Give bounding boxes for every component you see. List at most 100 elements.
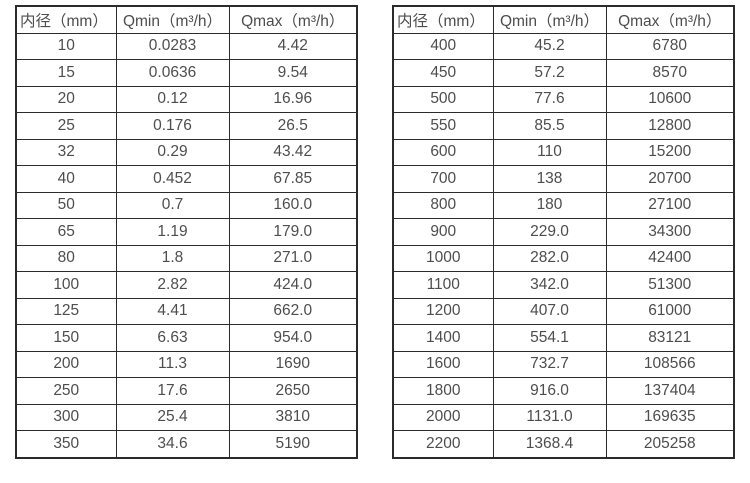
table-cell: 77.6 — [492, 85, 607, 113]
table-cell: 27100 — [605, 191, 735, 219]
table-cell: 350 — [15, 430, 117, 458]
table-cell: 916.0 — [492, 377, 607, 405]
table-cell: 25.4 — [115, 403, 230, 431]
table-cell: 554.1 — [492, 324, 607, 352]
table-cell: 9.54 — [228, 59, 358, 87]
table-cell: 8570 — [605, 59, 735, 87]
table-cell: 900 — [392, 218, 494, 246]
table-cell: 4.41 — [115, 297, 230, 325]
column-header: Qmax（m³/h） — [228, 5, 358, 34]
table-cell: 15200 — [605, 138, 735, 166]
table-row: 400 45.2 6780 — [392, 32, 735, 60]
spec-table-right: 内径（mm） Qmin（m³/h） Qmax（m³/h） 400 45.2 6780 450… — [392, 5, 735, 459]
table-cell: 282.0 — [492, 244, 607, 272]
table-cell: 169635 — [605, 403, 735, 431]
table-cell: 179.0 — [228, 218, 358, 246]
table-cell: 65 — [15, 218, 117, 246]
table-cell: 1368.4 — [492, 430, 607, 458]
column-header: Qmin（m³/h） — [492, 5, 607, 34]
table-cell: 1131.0 — [492, 403, 607, 431]
table-cell: 0.452 — [115, 165, 230, 193]
table-cell: 20700 — [605, 165, 735, 193]
table-row: 250 17.6 2650 — [15, 377, 358, 405]
table-row: 2200 1368.4 205258 — [392, 430, 735, 458]
table-cell: 80 — [15, 244, 117, 272]
table-cell: 108566 — [605, 350, 735, 378]
table-cell: 34300 — [605, 218, 735, 246]
table-cell: 2200 — [392, 430, 494, 458]
table-cell: 4.42 — [228, 32, 358, 60]
table-cell: 83121 — [605, 324, 735, 352]
table-cell: 500 — [392, 85, 494, 113]
table-cell: 40 — [15, 165, 117, 193]
table-row: 50 0.7 160.0 — [15, 191, 358, 219]
table-row: 500 77.6 10600 — [392, 85, 735, 113]
table-cell: 42400 — [605, 244, 735, 272]
table-cell: 250 — [15, 377, 117, 405]
table-cell: 271.0 — [228, 244, 358, 272]
column-header: 内径（mm） — [392, 5, 494, 34]
table-cell: 1200 — [392, 297, 494, 325]
table-cell: 25 — [15, 112, 117, 140]
table-row: 1800 916.0 137404 — [392, 377, 735, 405]
table-cell: 15 — [15, 59, 117, 87]
table-row: 800 180 27100 — [392, 191, 735, 219]
table-row: 100 2.82 424.0 — [15, 271, 358, 299]
table-row: 32 0.29 43.42 — [15, 138, 358, 166]
table-cell: 800 — [392, 191, 494, 219]
table-cell: 662.0 — [228, 297, 358, 325]
table-cell: 229.0 — [492, 218, 607, 246]
table-row: 200 11.3 1690 — [15, 350, 358, 378]
table-cell: 600 — [392, 138, 494, 166]
table-cell: 34.6 — [115, 430, 230, 458]
table-cell: 67.85 — [228, 165, 358, 193]
table-cell: 10 — [15, 32, 117, 60]
table-row: 20 0.12 16.96 — [15, 85, 358, 113]
table-cell: 0.176 — [115, 112, 230, 140]
table-cell: 57.2 — [492, 59, 607, 87]
table-row: 150 6.63 954.0 — [15, 324, 358, 352]
column-header: Qmax（m³/h） — [605, 5, 735, 34]
table-row: 65 1.19 179.0 — [15, 218, 358, 246]
table-cell: 20 — [15, 85, 117, 113]
table-cell: 424.0 — [228, 271, 358, 299]
table-cell: 26.5 — [228, 112, 358, 140]
table-cell: 85.5 — [492, 112, 607, 140]
table-cell: 2.82 — [115, 271, 230, 299]
table-cell: 150 — [15, 324, 117, 352]
table-row: 25 0.176 26.5 — [15, 112, 358, 140]
table-cell: 1000 — [392, 244, 494, 272]
table-cell: 160.0 — [228, 191, 358, 219]
table-cell: 0.0636 — [115, 59, 230, 87]
table-row: 40 0.452 67.85 — [15, 165, 358, 193]
table-row: 700 138 20700 — [392, 165, 735, 193]
table-row: 550 85.5 12800 — [392, 112, 735, 140]
table-cell: 0.0283 — [115, 32, 230, 60]
table-cell: 0.12 — [115, 85, 230, 113]
table-cell: 700 — [392, 165, 494, 193]
table-row: 1200 407.0 61000 — [392, 297, 735, 325]
column-header: 内径（mm） — [15, 5, 117, 34]
table-cell: 1.8 — [115, 244, 230, 272]
table-row: 1400 554.1 83121 — [392, 324, 735, 352]
table-row: 125 4.41 662.0 — [15, 297, 358, 325]
table-cell: 32 — [15, 138, 117, 166]
table-cell: 2000 — [392, 403, 494, 431]
table-cell: 51300 — [605, 271, 735, 299]
table-row: 1100 342.0 51300 — [392, 271, 735, 299]
table-cell: 407.0 — [492, 297, 607, 325]
table-cell: 1100 — [392, 271, 494, 299]
table-row: 10 0.0283 4.42 — [15, 32, 358, 60]
header-row: 内径（mm） Qmin（m³/h） Qmax（m³/h） — [392, 5, 735, 34]
table-cell: 125 — [15, 297, 117, 325]
table-row: 350 34.6 5190 — [15, 430, 358, 458]
table-cell: 6780 — [605, 32, 735, 60]
table-cell: 1.19 — [115, 218, 230, 246]
table-cell: 205258 — [605, 430, 735, 458]
table-cell: 45.2 — [492, 32, 607, 60]
spec-table-left: 内径（mm） Qmin（m³/h） Qmax（m³/h） 10 0.0283 4.42 15… — [15, 5, 358, 459]
table-cell: 1690 — [228, 350, 358, 378]
table-cell: 0.7 — [115, 191, 230, 219]
table-cell: 954.0 — [228, 324, 358, 352]
table-cell: 16.96 — [228, 85, 358, 113]
